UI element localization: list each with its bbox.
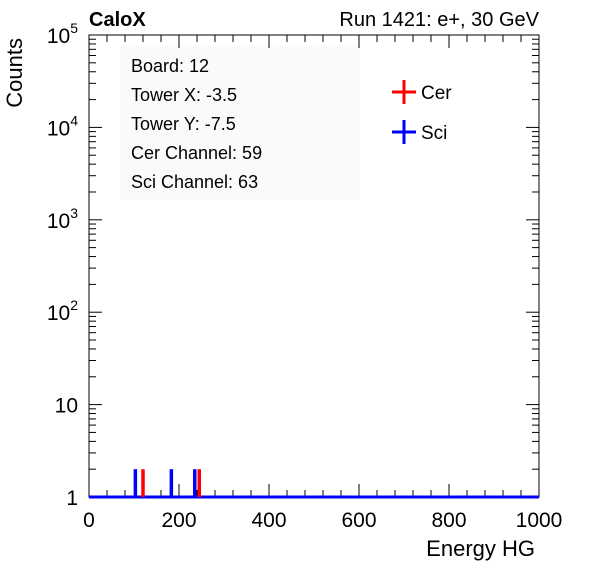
x-tick-label: 200 — [161, 509, 196, 532]
chart-title-left: CaloX — [89, 9, 146, 31]
legend-entry-cer: Cer — [392, 80, 452, 104]
info-line: Tower X: -3.5 — [131, 85, 237, 105]
y-tick-label: 105 — [47, 20, 78, 48]
x-axis-label: Energy HG — [426, 536, 535, 561]
x-tick-label: 400 — [251, 509, 286, 532]
legend-label: Sci — [421, 123, 447, 144]
y-axis-label: Counts — [2, 38, 27, 108]
y-tick-label: 102 — [47, 297, 78, 325]
legend-entry-sci: Sci — [392, 120, 447, 144]
x-tick-label: 0 — [83, 509, 95, 532]
info-line: Tower Y: -7.5 — [131, 114, 236, 134]
x-tick-label: 800 — [431, 509, 466, 532]
info-box — [120, 45, 360, 200]
chart-title-right: Run 1421: e+, 30 GeV — [339, 9, 539, 31]
y-tick-label: 103 — [47, 205, 78, 233]
legend-label: Cer — [421, 83, 452, 104]
y-tick-label: 1 — [66, 487, 78, 510]
info-line: Board: 12 — [131, 56, 209, 76]
y-tick-label: 104 — [47, 112, 78, 140]
y-tick-label: 10 — [55, 395, 78, 418]
x-tick-label: 1000 — [516, 509, 563, 532]
info-line: Sci Channel: 63 — [131, 172, 258, 192]
info-line: Cer Channel: 59 — [131, 143, 262, 163]
x-tick-label: 600 — [341, 509, 376, 532]
